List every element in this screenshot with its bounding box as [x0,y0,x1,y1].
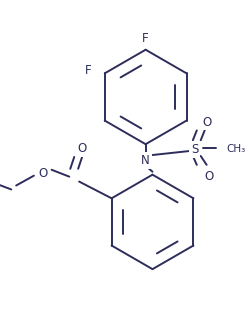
Text: O: O [204,170,213,183]
Text: S: S [191,143,198,156]
Text: N: N [141,154,150,167]
Text: CH₃: CH₃ [226,144,246,154]
Text: O: O [38,167,47,180]
Text: F: F [142,32,149,45]
Text: O: O [77,142,87,155]
Text: F: F [85,64,92,77]
Text: O: O [202,116,211,128]
